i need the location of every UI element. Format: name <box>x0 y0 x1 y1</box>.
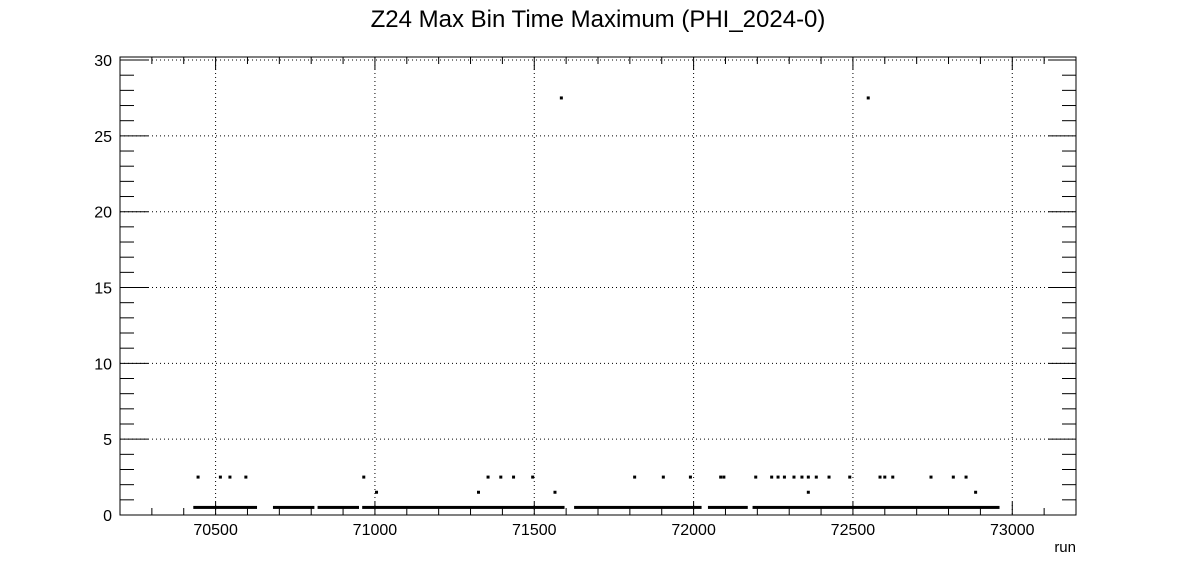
data-point <box>878 475 882 479</box>
grid <box>120 57 1076 515</box>
data-point <box>633 475 637 479</box>
data-point <box>719 475 723 479</box>
y-tick-label: 15 <box>94 281 112 298</box>
data-point <box>218 475 222 479</box>
y-tick-label: 10 <box>94 356 112 373</box>
x-axis-title: run <box>1054 539 1076 556</box>
data-point <box>477 490 480 494</box>
x-tick-label: 72000 <box>671 522 716 539</box>
data-point <box>499 475 503 479</box>
y-tick-label: 0 <box>103 508 112 525</box>
data-point <box>559 96 563 100</box>
y-tick-label: 20 <box>94 205 112 222</box>
data-point <box>806 475 810 479</box>
x-tick-label: 71500 <box>512 522 557 539</box>
data-point <box>196 475 200 479</box>
data-point <box>827 475 831 479</box>
data-points <box>193 96 1000 509</box>
data-point <box>814 475 818 479</box>
data-point <box>486 475 490 479</box>
data-point <box>228 475 232 479</box>
data-point <box>964 475 968 479</box>
data-point <box>929 475 933 479</box>
data-point <box>722 475 726 479</box>
data-point <box>806 490 810 494</box>
data-point <box>770 475 774 479</box>
data-point <box>531 475 535 479</box>
x-tick-label: 71000 <box>353 522 398 539</box>
data-point <box>776 475 780 479</box>
y-tick-label: 25 <box>94 129 112 146</box>
data-point-run <box>272 505 315 509</box>
data-point <box>883 475 887 479</box>
data-point-run <box>317 505 359 509</box>
data-point <box>782 475 786 479</box>
data-point-run <box>574 505 702 509</box>
x-tick-label: 70500 <box>193 522 238 539</box>
data-point <box>375 490 379 494</box>
data-point-run <box>707 505 748 509</box>
data-point <box>754 475 758 479</box>
data-point-run <box>193 505 258 509</box>
data-point <box>512 475 516 479</box>
data-point-run <box>362 505 565 509</box>
x-tick-label: 72500 <box>831 522 876 539</box>
data-point-run <box>752 505 1000 509</box>
data-point <box>891 475 895 479</box>
axis-ticks <box>119 57 1077 516</box>
data-point <box>362 475 366 479</box>
data-point <box>800 475 804 479</box>
data-point <box>848 475 852 479</box>
data-point <box>553 490 557 494</box>
data-point <box>951 475 955 479</box>
x-tick-label: 73000 <box>990 522 1035 539</box>
plot-frame <box>119 56 1077 516</box>
data-point <box>688 475 692 479</box>
chart-title: Z24 Max Bin Time Maximum (PHI_2024-0) <box>371 6 826 33</box>
y-tick-label: 5 <box>103 432 112 449</box>
data-point <box>661 475 665 479</box>
y-tick-label: 30 <box>94 53 112 70</box>
tick-labels: 70500 71000 71500 72000 72500 73000 0 5 10 15 20 25… <box>94 53 1034 539</box>
data-point <box>792 475 796 479</box>
data-point <box>244 475 248 479</box>
data-point <box>974 490 978 494</box>
data-point <box>866 96 870 100</box>
